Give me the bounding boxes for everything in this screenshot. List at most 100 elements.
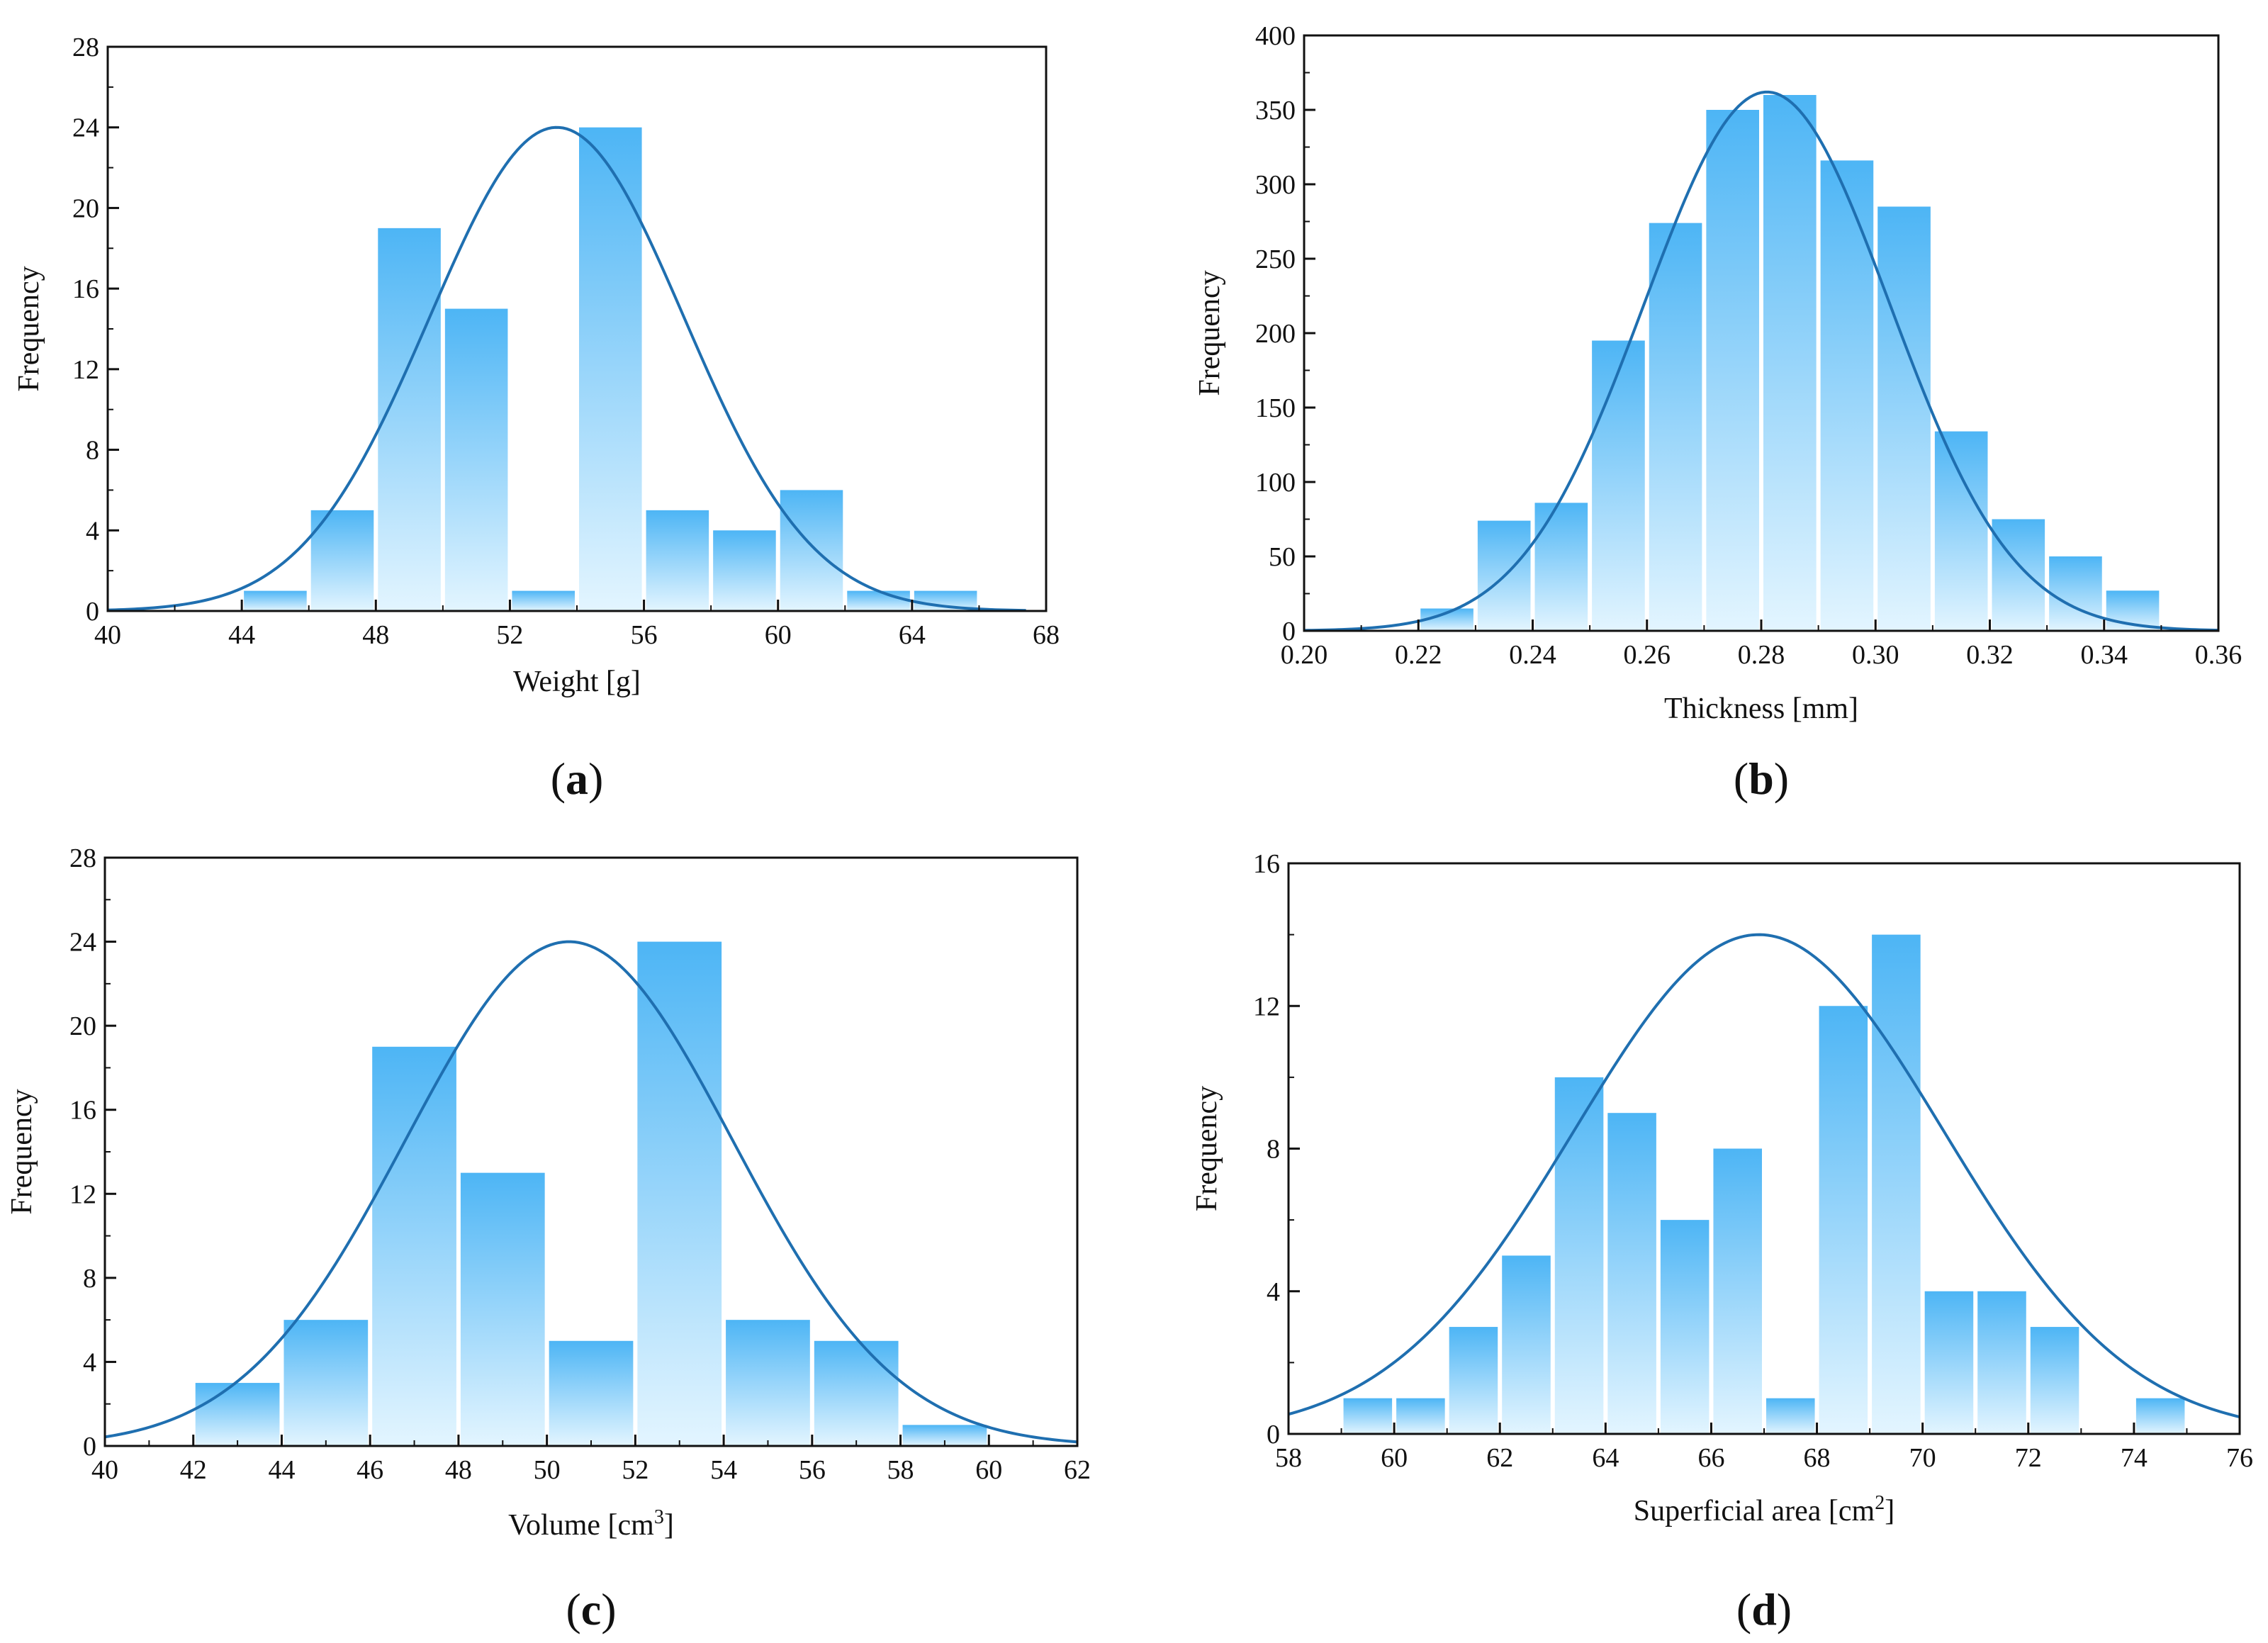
y-tick-label: 8 xyxy=(86,436,99,466)
y-tick-label: 20 xyxy=(72,194,99,223)
histogram-bar xyxy=(1607,1113,1656,1434)
histogram-bar xyxy=(1502,1255,1551,1434)
histogram-bar xyxy=(244,590,307,611)
histogram-bar xyxy=(1977,1291,2026,1434)
y-tick-label: 300 xyxy=(1255,170,1296,200)
y-tick-label: 4 xyxy=(83,1347,96,1377)
histogram-bar xyxy=(378,228,441,611)
x-tick-label: 68 xyxy=(1804,1443,1831,1473)
y-tick-label: 400 xyxy=(1255,21,1296,51)
y-tick-label: 8 xyxy=(1267,1135,1280,1165)
histogram-bar xyxy=(1554,1077,1604,1434)
histogram-bar xyxy=(726,1320,810,1446)
panel-label-d: (d) xyxy=(1736,1584,1792,1634)
x-tick-label: 0.24 xyxy=(1509,640,1556,670)
y-tick-label: 0 xyxy=(83,1432,96,1462)
y-tick-label: 16 xyxy=(1253,849,1280,879)
histogram-bar xyxy=(195,1383,280,1446)
bars-d xyxy=(1343,934,2185,1434)
y-tick-label: 24 xyxy=(72,113,99,143)
histogram-bar xyxy=(2135,1398,2185,1434)
histogram-bar xyxy=(1534,503,1588,631)
histogram-bar xyxy=(1396,1398,1445,1434)
y-tick-label: 0 xyxy=(1282,617,1296,646)
histogram-bar xyxy=(1820,160,1874,631)
histogram-bar xyxy=(814,1340,899,1446)
x-tick-label: 52 xyxy=(622,1455,649,1485)
x-tick-label: 56 xyxy=(799,1455,826,1485)
x-axis-title-c: Volume [cm3] xyxy=(508,1506,674,1542)
histogram-bar xyxy=(1706,110,1759,631)
x-tick-label: 64 xyxy=(899,620,926,650)
x-tick-label: 60 xyxy=(765,620,792,650)
x-tick-label: 72 xyxy=(2015,1443,2042,1473)
histogram-bar xyxy=(1763,95,1817,631)
y-tick-label: 0 xyxy=(1267,1420,1280,1449)
x-tick-label: 48 xyxy=(362,620,389,650)
y-tick-label: 50 xyxy=(1269,542,1296,572)
histogram-bar xyxy=(2030,1327,2079,1434)
y-tick-label: 4 xyxy=(1267,1277,1280,1307)
histogram-bar xyxy=(1343,1398,1393,1434)
x-tick-label: 40 xyxy=(94,620,121,650)
histogram-bar xyxy=(1872,934,1921,1434)
x-tick-label: 42 xyxy=(180,1455,207,1485)
histogram-bar xyxy=(310,510,374,611)
x-tick-label: 0.32 xyxy=(1966,640,2014,670)
y-tick-label: 12 xyxy=(72,355,99,385)
histogram-bar xyxy=(847,590,910,611)
y-tick-label: 350 xyxy=(1255,96,1296,125)
y-tick-label: 200 xyxy=(1255,319,1296,349)
x-tick-label: 0.30 xyxy=(1852,640,1899,670)
x-axis-title-d: Superficial area [cm2] xyxy=(1634,1492,1894,1527)
normal-fit-curve-c xyxy=(104,940,1078,1444)
y-tick-label: 150 xyxy=(1255,393,1296,423)
x-tick-label: 64 xyxy=(1592,1443,1619,1473)
x-tick-label: 58 xyxy=(1275,1443,1302,1473)
y-tick-label: 100 xyxy=(1255,468,1296,498)
bars-b xyxy=(1420,95,2160,632)
x-tick-label: 0.20 xyxy=(1281,640,1328,670)
x-tick-label: 60 xyxy=(975,1455,1002,1485)
plot-frame-a xyxy=(106,45,1048,612)
chart-panel-d: 58 60 62 64 66 68 70 72 74 76 0 4 8 12 16 Superficial … xyxy=(1191,849,2253,1634)
normal-fit-curve-b xyxy=(1303,90,2219,632)
histogram-bar xyxy=(549,1340,634,1446)
x-tick-label: 0.22 xyxy=(1395,640,1442,670)
histogram-bar xyxy=(1713,1148,1762,1434)
histogram-bar xyxy=(1924,1291,1974,1434)
y-tick-label: 24 xyxy=(69,928,96,958)
x-tick-label: 76 xyxy=(2226,1443,2253,1473)
y-tick-label: 20 xyxy=(69,1011,96,1041)
normal-fit-curve-a xyxy=(107,125,1026,612)
histogram-bar xyxy=(1992,519,2045,631)
histogram-bar xyxy=(284,1320,369,1446)
x-tick-label: 50 xyxy=(534,1455,561,1485)
bars-c xyxy=(195,941,987,1446)
x-tick-label: 46 xyxy=(357,1455,383,1485)
x-tick-label: 56 xyxy=(631,620,658,650)
ticks-d: 58 60 62 64 66 68 70 72 74 76 0 4 8 12 16 xyxy=(1253,849,2253,1473)
plot-frame-b xyxy=(1303,34,2220,632)
y-tick-label: 28 xyxy=(72,33,99,62)
histogram-bar xyxy=(2049,556,2102,631)
histogram-bar xyxy=(1934,431,1988,631)
y-axis-title-c: Frequency xyxy=(6,1089,38,1214)
histogram-bar xyxy=(512,590,575,611)
histogram-bar xyxy=(1766,1398,1815,1434)
panel-label-a: (a) xyxy=(551,753,604,804)
x-tick-label: 0.28 xyxy=(1738,640,1785,670)
ticks-b: 0.20 0.22 0.24 0.26 0.28 0.30 0.32 0.34 0.36 0 50 1… xyxy=(1255,21,2242,670)
x-tick-label: 0.36 xyxy=(2195,640,2242,670)
x-axis-title-a: Weight [g] xyxy=(513,666,641,698)
y-tick-label: 8 xyxy=(83,1264,96,1294)
y-tick-label: 12 xyxy=(1253,992,1280,1021)
chart-panel-b: 0.20 0.22 0.24 0.26 0.28 0.30 0.32 0.34 0.36 0 50 1… xyxy=(1194,21,2242,804)
plot-frame-d xyxy=(1287,862,2241,1435)
y-axis-title-b: Frequency xyxy=(1194,270,1226,396)
histogram-bar xyxy=(1819,1006,1868,1434)
histogram-bar xyxy=(1649,223,1702,632)
